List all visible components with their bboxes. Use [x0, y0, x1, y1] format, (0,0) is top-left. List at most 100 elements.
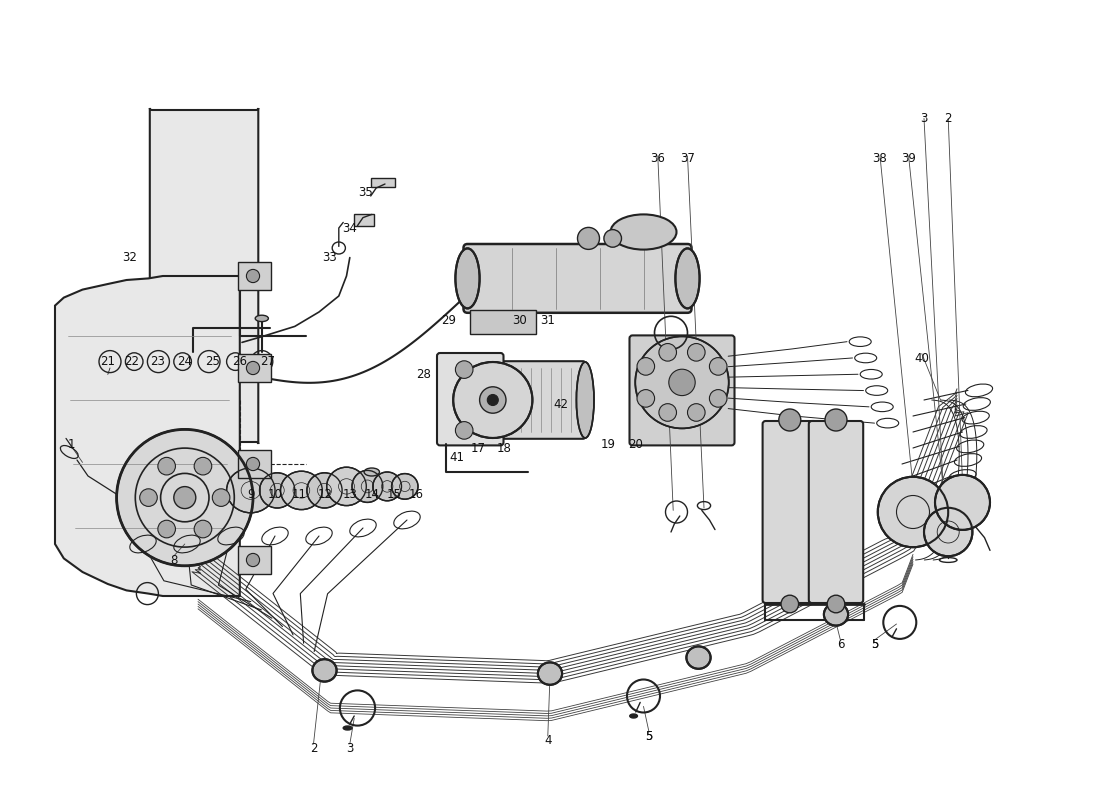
- Text: 40: 40: [914, 352, 929, 365]
- Text: 30: 30: [512, 314, 527, 326]
- Ellipse shape: [538, 662, 562, 685]
- Bar: [354, 214, 374, 226]
- Ellipse shape: [455, 248, 480, 308]
- Text: 3: 3: [921, 112, 927, 125]
- Ellipse shape: [453, 362, 532, 438]
- Text: 11: 11: [292, 488, 307, 501]
- Ellipse shape: [373, 472, 402, 501]
- Text: 41: 41: [449, 451, 464, 464]
- Circle shape: [935, 475, 990, 530]
- Circle shape: [487, 394, 498, 406]
- Text: 10: 10: [267, 488, 283, 501]
- Text: 32: 32: [122, 251, 138, 264]
- Circle shape: [455, 361, 473, 378]
- Circle shape: [246, 554, 260, 566]
- Ellipse shape: [307, 473, 342, 508]
- Text: 37: 37: [680, 152, 695, 165]
- Text: 12: 12: [318, 488, 333, 501]
- Ellipse shape: [327, 467, 366, 506]
- Ellipse shape: [280, 471, 322, 510]
- FancyBboxPatch shape: [238, 546, 271, 574]
- Text: 38: 38: [872, 152, 888, 165]
- FancyBboxPatch shape: [808, 421, 864, 603]
- Circle shape: [878, 477, 948, 547]
- Circle shape: [659, 343, 676, 361]
- FancyBboxPatch shape: [629, 335, 735, 446]
- Text: 18: 18: [496, 442, 512, 454]
- Circle shape: [637, 390, 654, 407]
- Text: 33: 33: [322, 251, 338, 264]
- FancyBboxPatch shape: [238, 450, 271, 478]
- Circle shape: [246, 458, 260, 470]
- Ellipse shape: [686, 646, 711, 669]
- Text: 27: 27: [260, 355, 275, 368]
- Circle shape: [781, 595, 799, 613]
- Text: 2: 2: [945, 112, 952, 125]
- Text: 9: 9: [248, 488, 254, 501]
- Text: 23: 23: [150, 355, 165, 368]
- Circle shape: [924, 508, 972, 556]
- Circle shape: [195, 520, 212, 538]
- Circle shape: [174, 486, 196, 509]
- Circle shape: [246, 362, 260, 374]
- Text: 25: 25: [205, 355, 220, 368]
- Ellipse shape: [364, 468, 380, 476]
- Circle shape: [710, 390, 727, 407]
- Text: 5: 5: [646, 730, 652, 742]
- Circle shape: [455, 422, 473, 439]
- Text: 31: 31: [540, 314, 556, 326]
- Text: 17: 17: [471, 442, 486, 454]
- Ellipse shape: [352, 470, 383, 502]
- Ellipse shape: [343, 726, 352, 730]
- Text: 4: 4: [544, 734, 551, 746]
- Circle shape: [688, 404, 705, 422]
- Text: 6: 6: [837, 638, 844, 650]
- Circle shape: [669, 370, 695, 395]
- Text: 19: 19: [601, 438, 616, 450]
- FancyBboxPatch shape: [463, 244, 692, 313]
- Circle shape: [825, 409, 847, 431]
- Circle shape: [158, 520, 176, 538]
- Circle shape: [604, 230, 622, 247]
- Circle shape: [195, 458, 212, 475]
- Text: 2: 2: [310, 742, 317, 754]
- Text: 22: 22: [124, 355, 140, 368]
- Ellipse shape: [227, 468, 275, 513]
- Text: 5: 5: [871, 638, 878, 650]
- Text: 35: 35: [358, 186, 373, 198]
- Circle shape: [578, 227, 600, 250]
- Text: 5: 5: [871, 638, 878, 650]
- Circle shape: [779, 409, 801, 431]
- Circle shape: [637, 358, 654, 375]
- Circle shape: [117, 430, 253, 566]
- Circle shape: [827, 595, 845, 613]
- Circle shape: [212, 489, 230, 506]
- FancyBboxPatch shape: [238, 354, 271, 382]
- Circle shape: [480, 386, 506, 413]
- Circle shape: [688, 343, 705, 361]
- Ellipse shape: [824, 603, 848, 626]
- Ellipse shape: [636, 336, 728, 429]
- Ellipse shape: [610, 214, 676, 250]
- Ellipse shape: [255, 315, 268, 322]
- Text: 14: 14: [364, 488, 380, 501]
- Text: 39: 39: [901, 152, 916, 165]
- Text: 29: 29: [441, 314, 456, 326]
- Text: 34: 34: [342, 222, 358, 234]
- FancyBboxPatch shape: [762, 421, 817, 603]
- Ellipse shape: [675, 248, 700, 308]
- Ellipse shape: [576, 362, 594, 438]
- Text: 36: 36: [650, 152, 666, 165]
- Text: 26: 26: [232, 355, 248, 368]
- Text: 42: 42: [553, 398, 569, 410]
- Polygon shape: [55, 276, 240, 596]
- Text: 5: 5: [646, 730, 652, 742]
- Text: 1: 1: [68, 438, 75, 450]
- FancyBboxPatch shape: [470, 310, 536, 334]
- Ellipse shape: [629, 714, 637, 718]
- Ellipse shape: [392, 474, 418, 499]
- Text: 15: 15: [386, 488, 402, 501]
- Text: 24: 24: [177, 355, 192, 368]
- Ellipse shape: [260, 473, 295, 508]
- Text: 20: 20: [628, 438, 643, 450]
